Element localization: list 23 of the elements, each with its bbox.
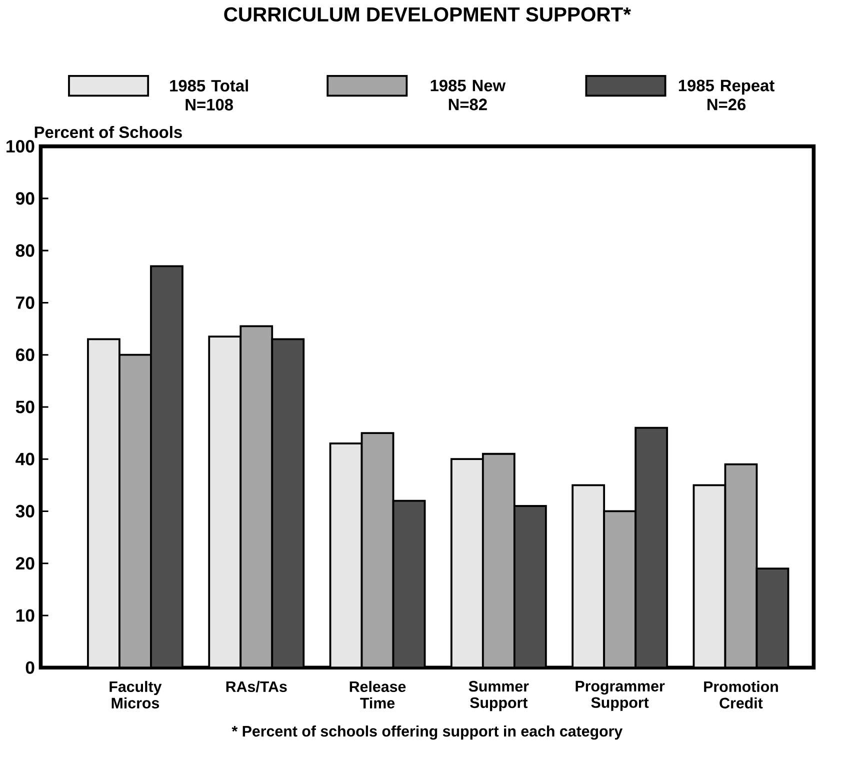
y-axis-title: Percent of Schools	[34, 126, 182, 138]
legend-label: 1985 Total N=108	[170, 79, 248, 110]
y-tick-label: 100	[6, 140, 34, 153]
y-tick-label: 60	[16, 348, 34, 362]
y-tick-label: 10	[16, 609, 34, 622]
text: * Percent of schools offering support in each category	[232, 725, 623, 740]
y-tick-label: 80	[16, 244, 34, 257]
x-tick-label: Promotion Credit	[704, 680, 778, 708]
legend-label: 1985 Repeat N=26	[678, 80, 774, 110]
y-tick-label: 30	[16, 504, 34, 518]
x-tick-label: Summer Support	[468, 680, 529, 712]
y-tick-label: 50	[16, 400, 34, 414]
y-tick-label: 70	[16, 296, 34, 309]
x-tick-label: Release Time	[350, 680, 406, 708]
x-tick-label: Faculty Micros	[110, 680, 162, 708]
x-tick-label: RAs/TAs	[226, 680, 287, 692]
y-tick-label: 40	[16, 452, 34, 466]
x-tick-label: Programmer Support	[576, 680, 665, 711]
y-tick-label: 0	[26, 661, 34, 674]
y-tick-label: 20	[16, 557, 34, 570]
chart-title: CURRICULUM DEVELOPMENT SUPPORT*	[224, 7, 632, 22]
legend-label: 1985 New N=82	[430, 80, 506, 110]
y-tick-label: 90	[16, 192, 34, 205]
